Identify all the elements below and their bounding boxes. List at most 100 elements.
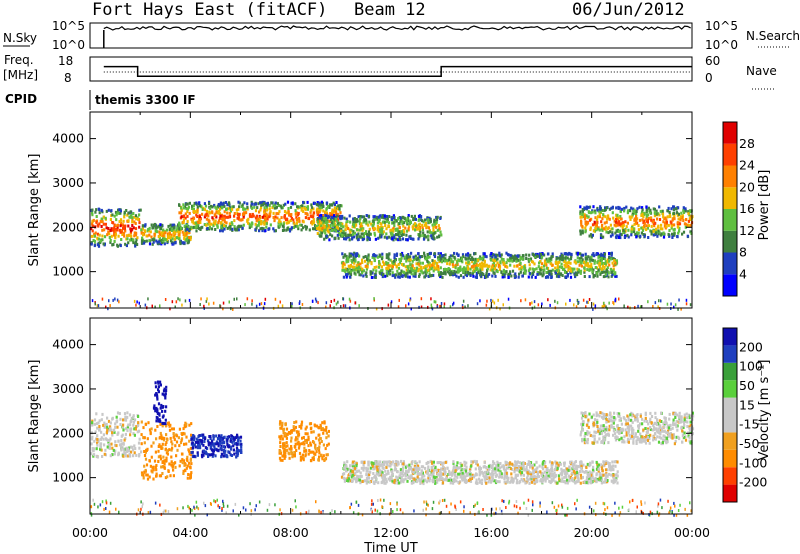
- power-cell: [392, 259, 396, 263]
- velocity-cell: [140, 433, 143, 437]
- power-cell: [242, 214, 245, 218]
- power-cell: [184, 212, 187, 216]
- power-cell: [591, 270, 594, 274]
- power-cell: [264, 297, 267, 301]
- power-cell: [511, 269, 515, 273]
- power-cell: [539, 272, 542, 276]
- power-cell: [273, 229, 276, 233]
- power-cell: [439, 266, 442, 270]
- power-cell: [91, 208, 94, 212]
- velocity-cell: [403, 472, 406, 476]
- power-cell: [344, 228, 347, 232]
- power-cell: [394, 258, 397, 262]
- power-cell: [634, 220, 637, 224]
- velocity-cell: [155, 474, 158, 478]
- power-cell: [449, 273, 452, 277]
- power-cell: [606, 307, 608, 311]
- velocity-cell: [200, 442, 203, 446]
- velocity-cell: [190, 471, 193, 475]
- power-cell: [495, 258, 498, 262]
- velocity-cell: [318, 445, 321, 449]
- power-cell: [464, 273, 467, 276]
- velocity-cell: [137, 421, 140, 425]
- power-cell: [645, 217, 648, 221]
- power-cell: [116, 243, 119, 247]
- power-cell: [222, 217, 225, 221]
- power-cell: [158, 224, 161, 228]
- power-cell: [101, 297, 104, 301]
- power-cell: [446, 262, 449, 266]
- power-cell: [333, 228, 336, 232]
- power-cell: [374, 276, 377, 279]
- power-cell: [436, 262, 439, 266]
- power-cell: [490, 258, 493, 262]
- power-cell: [579, 232, 582, 236]
- power-cell: [541, 262, 544, 266]
- power-cell: [399, 271, 402, 275]
- power-cell: [576, 256, 579, 260]
- power-cell: [353, 271, 356, 275]
- power-cell: [266, 217, 269, 221]
- velocity-cell: [322, 431, 325, 435]
- power-cell: [479, 255, 482, 259]
- power-cell: [113, 233, 116, 237]
- power-cell: [329, 214, 332, 217]
- power-cell: [462, 299, 465, 303]
- velocity-cell: [181, 433, 184, 436]
- power-cell: [394, 275, 397, 279]
- power-cell: [251, 212, 254, 216]
- velocity-cell: [162, 455, 165, 459]
- power-cell: [313, 227, 316, 231]
- velocity-cell: [176, 448, 179, 452]
- power-cell: [587, 210, 590, 214]
- velocity-cell: [156, 395, 159, 399]
- power-cell: [236, 297, 238, 301]
- power-cell: [667, 232, 670, 236]
- power-cell: [248, 214, 252, 218]
- velocity-cell: [121, 433, 124, 437]
- power-cell: [291, 305, 293, 308]
- velocity-cell: [96, 434, 99, 438]
- power-cell: [95, 215, 98, 218]
- power-cell: [555, 268, 558, 272]
- power-cell: [251, 299, 253, 303]
- power-cell: [107, 227, 110, 230]
- power-cell: [221, 205, 224, 209]
- power-cell: [263, 201, 266, 205]
- power-cell: [504, 270, 507, 274]
- power-cell: [528, 271, 531, 275]
- power-cell: [467, 267, 470, 271]
- power-cell: [411, 259, 414, 263]
- noise-right-tick-top: 10^5: [705, 19, 738, 33]
- power-cell: [329, 304, 331, 308]
- power-cell: [418, 235, 421, 239]
- velocity-cell: [95, 412, 98, 416]
- power-cell: [419, 255, 422, 259]
- velocity-cell: [126, 454, 129, 458]
- power-cell: [462, 255, 465, 259]
- power-cell: [567, 264, 570, 268]
- velocity-cell: [465, 480, 468, 484]
- velocity-cell: [366, 473, 369, 477]
- power-cell: [108, 232, 111, 236]
- power-cell: [564, 252, 567, 256]
- power-cell: [479, 265, 482, 269]
- velocity-cell: [475, 460, 478, 464]
- power-cell: [119, 211, 122, 215]
- power-cell: [238, 201, 241, 205]
- velocity-cell: [472, 475, 476, 479]
- power-cell: [126, 213, 129, 217]
- power-cell: [450, 257, 453, 261]
- velocity-cell: [152, 441, 155, 445]
- power-cell: [413, 214, 416, 218]
- velocity-cell: [600, 481, 603, 485]
- velocity-cell: [208, 453, 211, 457]
- power-cell: [656, 217, 659, 221]
- power-cell: [612, 257, 615, 261]
- power-cell: [535, 254, 538, 258]
- power-cell: [107, 307, 109, 311]
- power-cell: [681, 232, 684, 236]
- power-cell: [322, 219, 325, 223]
- velocity-cell: [113, 452, 116, 456]
- power-cell: [431, 307, 434, 311]
